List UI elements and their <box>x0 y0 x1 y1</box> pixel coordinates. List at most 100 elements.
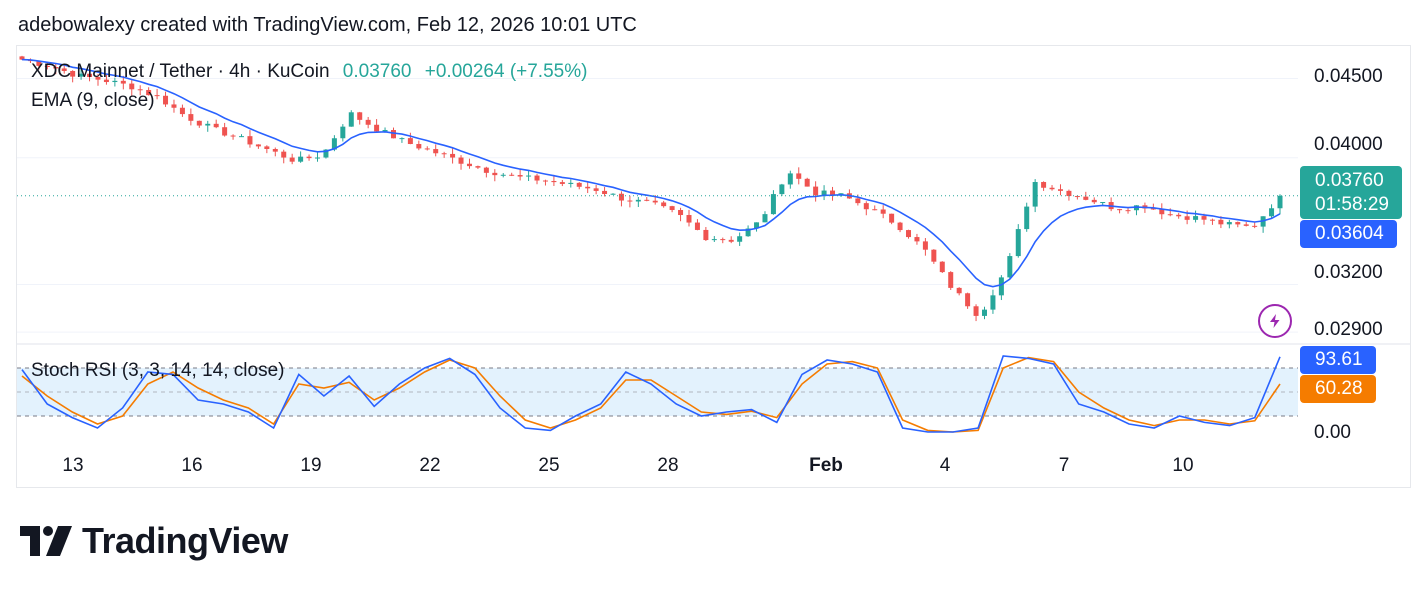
candle <box>163 91 169 107</box>
x-tick: 10 <box>1172 455 1194 476</box>
candle-body <box>120 80 126 84</box>
ema-legend[interactable]: EMA (9, close) <box>31 90 155 111</box>
candle-body <box>171 104 177 108</box>
candle <box>770 190 776 215</box>
candle-body <box>990 295 996 310</box>
candle-body <box>61 68 67 71</box>
stoch-d-line <box>21 356 1281 433</box>
candle-body <box>855 198 861 204</box>
candle-body <box>1201 216 1207 220</box>
candle-body <box>475 166 481 168</box>
candle-body <box>948 272 954 288</box>
candle <box>1041 181 1047 191</box>
candle <box>348 110 354 127</box>
change-legend: +0.00264 (+7.55%) <box>424 61 588 82</box>
candle-body <box>576 182 582 187</box>
candle <box>36 60 42 70</box>
candle-body <box>559 182 565 184</box>
candle-body <box>390 130 396 139</box>
candle <box>728 236 734 244</box>
candle-body <box>239 136 245 138</box>
candle <box>618 191 624 207</box>
candle <box>906 229 912 239</box>
candle <box>500 173 506 178</box>
candle-body <box>897 222 903 231</box>
candle <box>1057 184 1063 196</box>
candle-body <box>1243 224 1249 226</box>
candle-body <box>1167 214 1173 216</box>
candle <box>678 207 684 222</box>
chart-frame[interactable] <box>16 45 1411 488</box>
candle <box>475 165 481 169</box>
candle <box>196 120 202 128</box>
candle <box>517 169 523 181</box>
candle-body <box>357 112 363 120</box>
price-tick: 0.04000 <box>1314 134 1383 155</box>
candle-body <box>407 138 413 145</box>
candle-body <box>365 119 371 125</box>
candle-body <box>424 148 430 150</box>
tradingview-logo[interactable]: TradingView <box>20 520 288 562</box>
candle <box>1007 253 1013 279</box>
candle <box>965 292 971 309</box>
candle-body <box>1024 206 1030 230</box>
candle <box>593 184 599 195</box>
candle <box>526 170 532 182</box>
candle <box>298 151 304 163</box>
candle <box>669 205 675 213</box>
candle <box>559 179 565 187</box>
candle-body <box>981 309 987 316</box>
candle-body <box>213 123 219 128</box>
price-tick: 0.04500 <box>1314 66 1383 87</box>
candle-body <box>534 175 540 181</box>
candle <box>610 193 616 195</box>
candle-body <box>787 173 793 185</box>
candle <box>1209 218 1215 225</box>
candle-body <box>163 95 169 105</box>
candle-body <box>678 209 684 216</box>
candle-body <box>247 136 253 145</box>
candle-body <box>1193 216 1199 220</box>
candle <box>1100 202 1106 206</box>
candle <box>103 74 109 85</box>
candle <box>872 205 878 211</box>
candle <box>931 249 937 264</box>
candle-body <box>315 157 321 159</box>
candle <box>711 236 717 242</box>
candle <box>154 88 160 100</box>
candle-body <box>146 90 152 96</box>
candle-body <box>1277 195 1283 209</box>
x-tick: 13 <box>62 455 84 476</box>
candle-body <box>1159 209 1165 215</box>
candle <box>1032 179 1038 213</box>
candle <box>897 221 903 233</box>
candle <box>53 63 59 75</box>
candle-body <box>78 73 84 77</box>
candle <box>686 209 692 227</box>
candle <box>602 187 608 197</box>
symbol-legend[interactable]: XDC Mainnet / Tether · 4h · KuCoin 0.037… <box>31 61 587 83</box>
x-tick: 25 <box>538 455 560 476</box>
candle <box>112 77 118 87</box>
candle <box>492 169 498 182</box>
candle-body <box>399 138 405 140</box>
candle <box>424 146 430 151</box>
last-price-legend: 0.03760 <box>342 61 412 82</box>
candle <box>635 196 641 207</box>
x-tick: 16 <box>181 455 203 476</box>
candle-body <box>129 83 135 90</box>
candle <box>745 225 751 237</box>
candle-body <box>998 277 1004 296</box>
candle <box>644 197 650 202</box>
stoch-legend[interactable]: Stoch RSI (3, 3, 14, 14, close) <box>31 360 285 381</box>
indicator-button[interactable] <box>1258 304 1292 338</box>
candle-body <box>382 130 388 132</box>
candle-body <box>179 107 185 115</box>
candle <box>188 108 194 126</box>
candle-body <box>661 202 667 207</box>
candle <box>230 134 236 140</box>
grid-lines <box>17 78 1298 333</box>
candle-body <box>1066 190 1072 197</box>
candle-body <box>568 182 574 184</box>
